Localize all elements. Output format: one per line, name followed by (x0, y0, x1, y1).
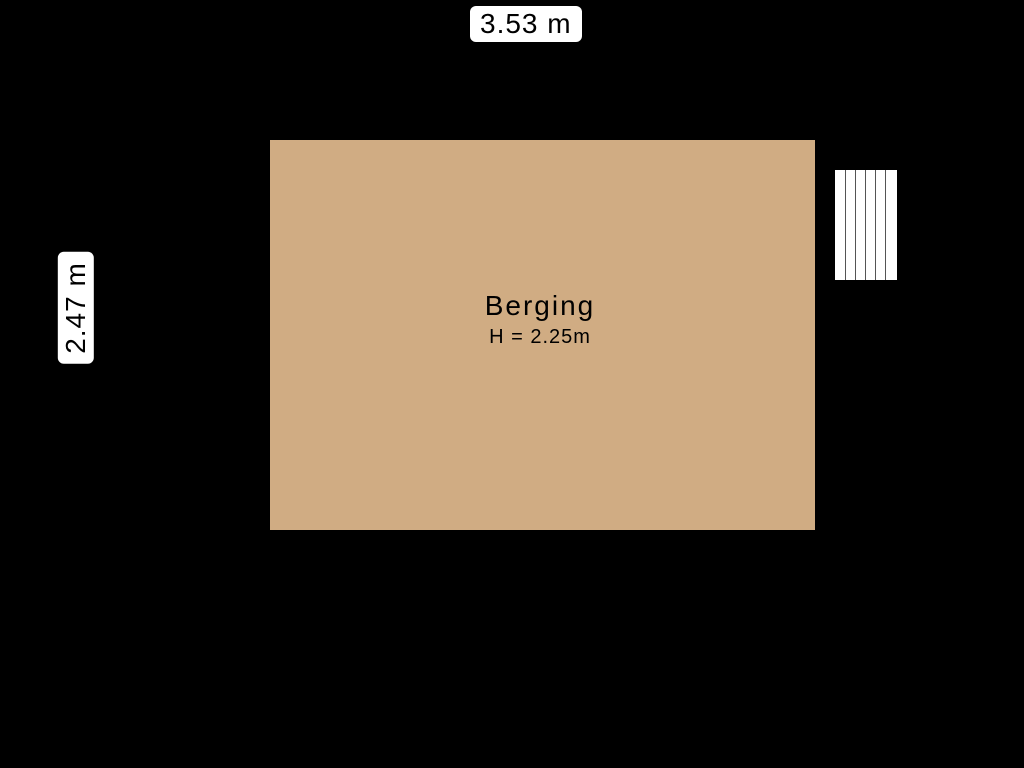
room-name-text: Berging (440, 290, 640, 322)
dimension-depth-label: 2.47 m (58, 252, 94, 364)
dimension-width-label: 3.53 m (470, 6, 582, 42)
door-stripe (865, 170, 866, 280)
door-stripe (875, 170, 876, 280)
room-label: Berging H = 2.25m (440, 290, 640, 349)
door-stripe (855, 170, 856, 280)
door-leaf (835, 170, 897, 280)
room-height-text: H = 2.25m (440, 326, 640, 349)
door-stripe (885, 170, 886, 280)
door-handle (838, 280, 900, 282)
floorplan-canvas: Berging H = 2.25m 3.53 m 2.47 m (0, 0, 1024, 768)
door-stripe (845, 170, 846, 280)
